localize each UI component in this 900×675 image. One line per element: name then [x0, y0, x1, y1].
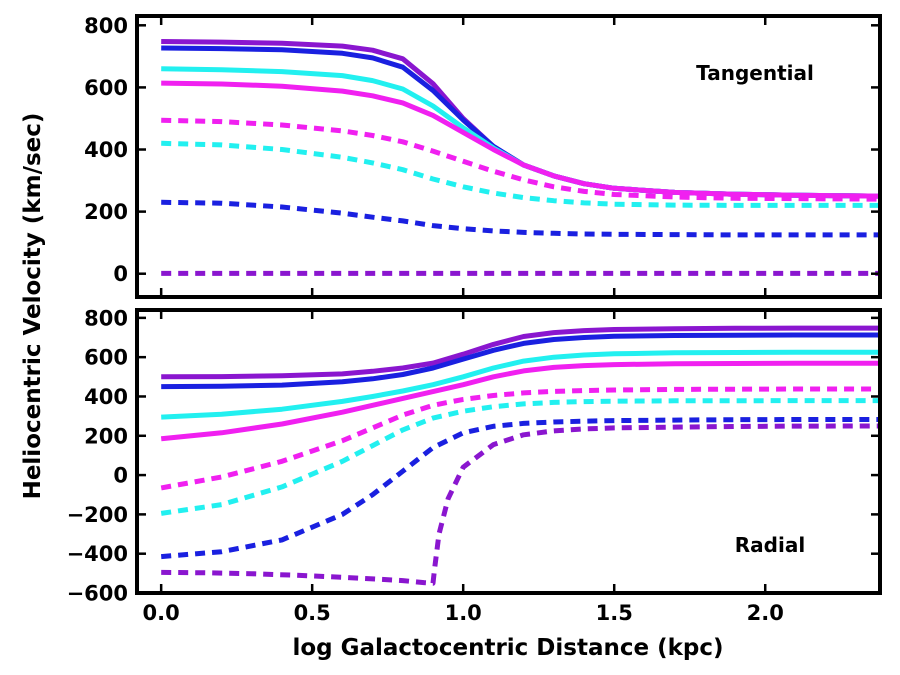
tangential-y-tick-label: 200 — [84, 200, 128, 224]
radial-series-blue-dashed — [160, 417, 880, 560]
radial-series-purple-dashed — [161, 423, 880, 586]
radial-y-tick-label: 800 — [84, 306, 128, 330]
radial-series-purple-solid — [161, 325, 880, 380]
radial-y-tick-label: 0 — [113, 464, 128, 488]
radial-series-magenta-solid — [160, 360, 880, 442]
tangential-annotation: Tangential — [696, 61, 814, 85]
radial-y-tick-label: 400 — [84, 385, 128, 409]
radial-series-cyan-dashed — [160, 398, 880, 516]
x-tick-label: 0.0 — [143, 601, 180, 625]
radial-series-group — [160, 325, 880, 586]
tangential-y-tick-label: 800 — [84, 14, 128, 38]
tangential-plot-frame — [135, 14, 882, 299]
x-tick-label: 1.0 — [445, 601, 482, 625]
radial-y-tick-label: 600 — [84, 346, 128, 370]
tangential-series-cyan-dashed — [161, 140, 880, 208]
tangential-y-tick-label: 0 — [113, 262, 128, 286]
radial-y-tick-label: 200 — [84, 424, 128, 448]
tangential-series-magenta-dashed — [161, 117, 880, 202]
tangential-panel: 0 200 400 600 800 Tangential — [84, 14, 882, 299]
radial-y-tick-label: −400 — [67, 542, 128, 566]
x-axis-label: log Galactocentric Distance (kpc) — [292, 635, 723, 661]
tangential-y-tick-label: 600 — [84, 76, 128, 100]
radial-annotation: Radial — [735, 533, 805, 557]
radial-y-tick-label: −200 — [67, 503, 128, 527]
y-axis-label: Heliocentric Velocity (km/sec) — [20, 113, 46, 500]
radial-series-blue-solid — [161, 332, 880, 390]
x-tick-label: 2.0 — [747, 601, 784, 625]
tangential-series-group — [161, 39, 880, 276]
radial-panel: 0.0 0.5 1.0 1.5 2.0 −600 −400 −200 0 200 400 600 800… — [67, 306, 882, 625]
x-tick-label: 1.5 — [596, 601, 633, 625]
radial-y-tick-label: −600 — [67, 582, 128, 606]
radial-series-magenta-dashed — [160, 386, 880, 491]
radial-plot-frame — [135, 308, 882, 595]
radial-series-cyan-solid — [161, 349, 880, 420]
tangential-series-magenta-solid — [161, 80, 880, 199]
tangential-series-blue-dashed — [161, 199, 880, 238]
x-tick-label: 0.5 — [294, 601, 331, 625]
tangential-y-tick-label: 400 — [84, 138, 128, 162]
